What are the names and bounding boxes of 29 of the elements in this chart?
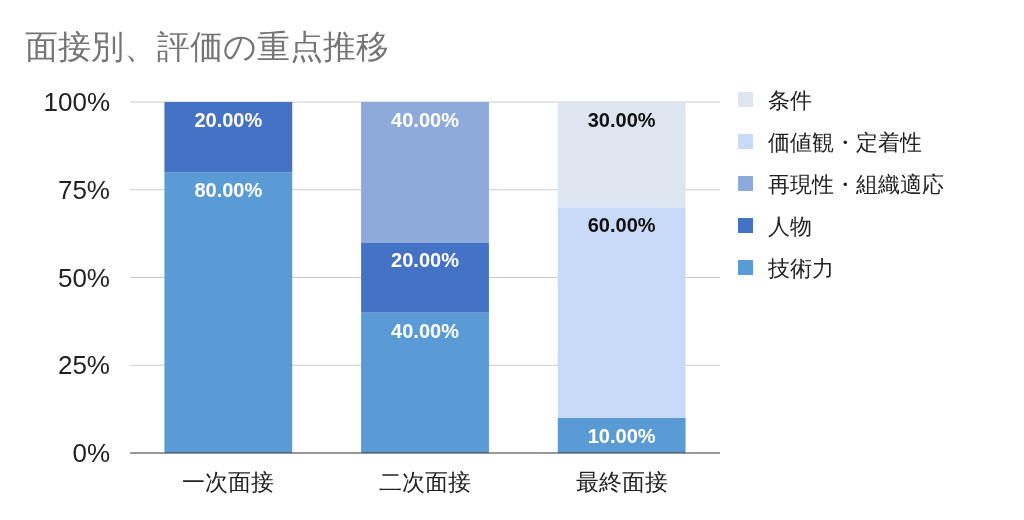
bar (557, 102, 686, 208)
bar (164, 102, 293, 173)
legend-label: 人物 (768, 214, 812, 239)
data-label: 40.00% (391, 319, 460, 342)
legend-label: 価値観・定着性 (768, 130, 922, 155)
legend-label: 条件 (768, 88, 812, 113)
legend-label: 技術力 (767, 256, 834, 281)
data-label: 10.00% (587, 424, 656, 447)
chart-title: 面接別、評価の重点推移 (25, 28, 389, 65)
bar (361, 242, 489, 313)
data-label: 30.00% (587, 109, 656, 131)
x-tick-label: 最終面接 (575, 469, 668, 495)
legend-label: 再現性・組織適応 (768, 172, 944, 197)
y-tick-label: 75% (57, 174, 110, 205)
data-label: 20.00% (194, 109, 263, 131)
x-tick-label: 一次面接 (182, 469, 275, 495)
y-tick-label: 50% (57, 262, 110, 293)
data-label: 80.00% (194, 179, 263, 202)
y-tick-label: 25% (57, 350, 110, 381)
x-tick-label: 二次面接 (379, 469, 471, 495)
data-label: 60.00% (587, 214, 656, 237)
data-label: 40.00% (391, 109, 460, 131)
y-tick-label: 100% (43, 87, 110, 117)
bar (164, 172, 293, 453)
bar (361, 312, 489, 453)
y-tick-label: 0% (72, 438, 110, 468)
bar (361, 102, 489, 243)
bar (557, 207, 686, 418)
data-label: 20.00% (391, 249, 460, 272)
